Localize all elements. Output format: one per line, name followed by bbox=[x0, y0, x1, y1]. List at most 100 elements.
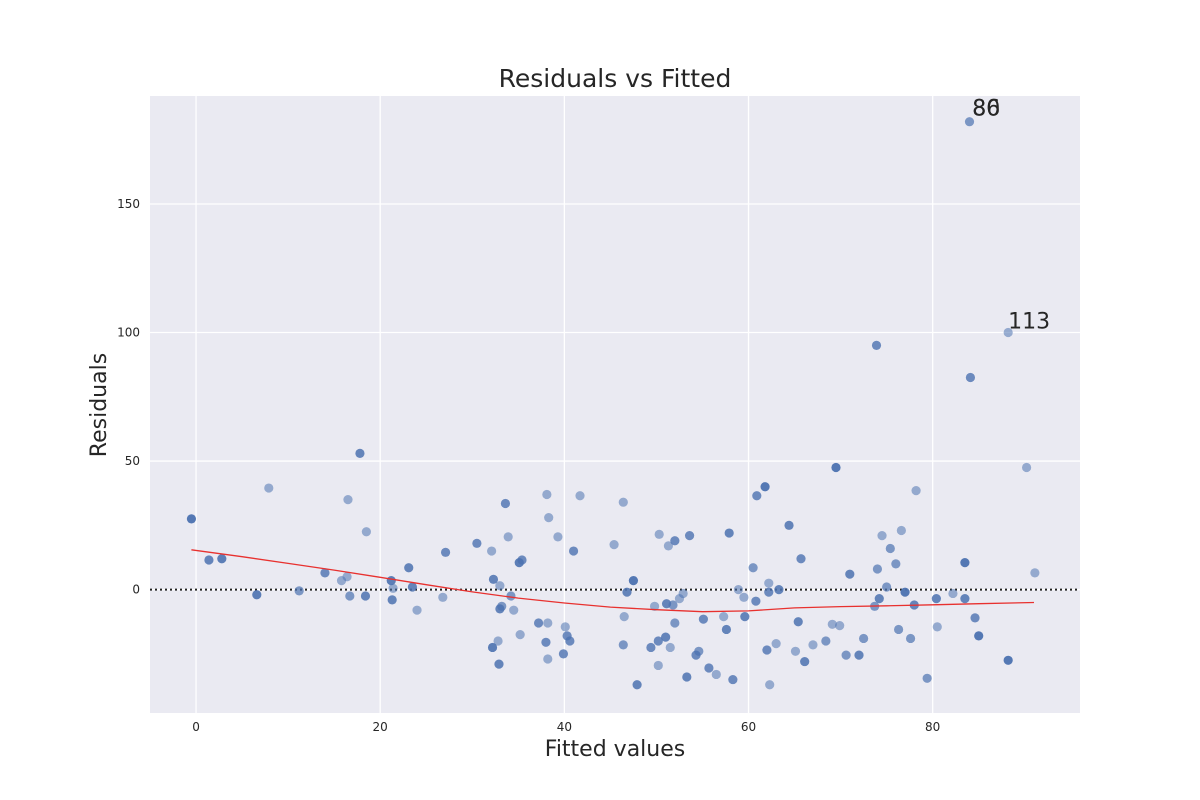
data-point bbox=[388, 583, 398, 593]
lowess-smooth-line bbox=[191, 549, 1035, 613]
data-point bbox=[628, 576, 639, 586]
y-tick-labels: 0 50 100 150 bbox=[117, 197, 140, 597]
scatter-points bbox=[186, 117, 1040, 690]
chart-title: Residuals vs Fitted bbox=[499, 64, 732, 93]
data-point bbox=[217, 554, 227, 564]
data-point bbox=[793, 617, 803, 627]
data-point bbox=[905, 633, 916, 644]
data-point bbox=[407, 582, 418, 592]
data-point bbox=[790, 646, 801, 656]
annotation-label: 113 bbox=[1008, 310, 1050, 335]
data-point bbox=[800, 656, 810, 667]
data-point bbox=[342, 572, 352, 582]
data-point bbox=[360, 591, 371, 601]
data-point bbox=[632, 680, 642, 690]
data-point bbox=[922, 673, 932, 683]
data-point bbox=[320, 568, 330, 578]
annotation-label: 86 bbox=[972, 96, 1000, 121]
data-point bbox=[506, 591, 516, 601]
data-point bbox=[774, 585, 784, 595]
data-point bbox=[668, 600, 678, 610]
data-point bbox=[670, 536, 680, 546]
data-point bbox=[764, 578, 774, 588]
data-point bbox=[784, 520, 794, 530]
data-point bbox=[565, 636, 575, 646]
x-tick-label: 40 bbox=[557, 720, 572, 734]
data-point bbox=[765, 680, 775, 690]
data-point bbox=[503, 532, 513, 542]
x-tick-labels: 0 20 40 60 80 bbox=[192, 720, 940, 734]
data-point bbox=[575, 491, 585, 501]
data-point bbox=[568, 546, 579, 556]
plot-area bbox=[150, 96, 1080, 713]
data-point bbox=[404, 563, 414, 573]
data-point bbox=[653, 636, 663, 646]
data-point bbox=[900, 587, 910, 597]
data-point bbox=[891, 559, 901, 569]
data-point bbox=[646, 642, 656, 653]
data-point bbox=[412, 605, 422, 615]
data-point bbox=[733, 585, 743, 595]
data-point bbox=[663, 541, 674, 551]
data-point bbox=[719, 611, 729, 622]
data-point bbox=[186, 514, 197, 524]
data-point bbox=[960, 593, 970, 604]
data-point bbox=[874, 593, 884, 604]
data-point bbox=[762, 645, 772, 655]
data-point bbox=[835, 620, 845, 631]
data-point bbox=[871, 340, 882, 350]
y-tick-label: 150 bbox=[117, 197, 140, 211]
data-point bbox=[877, 531, 887, 541]
data-point bbox=[740, 611, 750, 622]
data-point bbox=[682, 672, 692, 682]
data-point bbox=[543, 654, 553, 664]
data-point bbox=[495, 581, 505, 591]
data-point bbox=[500, 498, 511, 509]
data-point bbox=[796, 554, 806, 564]
data-point bbox=[1003, 655, 1013, 665]
data-point bbox=[948, 588, 958, 599]
data-point bbox=[438, 592, 448, 602]
data-point bbox=[739, 592, 749, 602]
y-tick-label: 0 bbox=[132, 583, 140, 597]
data-point bbox=[764, 587, 774, 597]
data-point bbox=[752, 491, 762, 501]
x-tick-label: 0 bbox=[192, 720, 200, 734]
data-point bbox=[533, 618, 544, 628]
data-point bbox=[544, 513, 554, 523]
data-point bbox=[845, 569, 855, 579]
data-point bbox=[885, 543, 895, 554]
data-point bbox=[345, 591, 355, 601]
data-point bbox=[831, 462, 841, 473]
x-tick-label: 60 bbox=[741, 720, 756, 734]
data-point bbox=[472, 538, 482, 548]
x-tick-label: 80 bbox=[925, 720, 940, 734]
data-point bbox=[932, 622, 942, 632]
data-point bbox=[694, 646, 704, 656]
data-point bbox=[560, 622, 570, 632]
data-point bbox=[515, 629, 525, 640]
y-tick-label: 50 bbox=[125, 454, 140, 468]
data-point bbox=[440, 547, 451, 557]
data-point bbox=[649, 601, 660, 611]
data-point bbox=[711, 669, 721, 680]
data-point bbox=[748, 563, 758, 573]
data-point bbox=[204, 555, 214, 565]
data-point bbox=[355, 448, 365, 458]
data-point bbox=[497, 601, 507, 611]
data-point bbox=[872, 564, 883, 574]
data-point bbox=[661, 632, 671, 642]
data-point bbox=[264, 483, 274, 493]
data-point bbox=[760, 482, 770, 492]
data-point bbox=[343, 495, 353, 505]
data-point bbox=[294, 586, 304, 596]
data-point bbox=[684, 531, 695, 541]
data-point bbox=[704, 663, 714, 673]
data-point bbox=[517, 555, 527, 565]
data-point bbox=[896, 525, 906, 536]
data-point bbox=[553, 532, 563, 542]
data-point bbox=[859, 633, 869, 644]
data-point bbox=[1021, 462, 1032, 473]
